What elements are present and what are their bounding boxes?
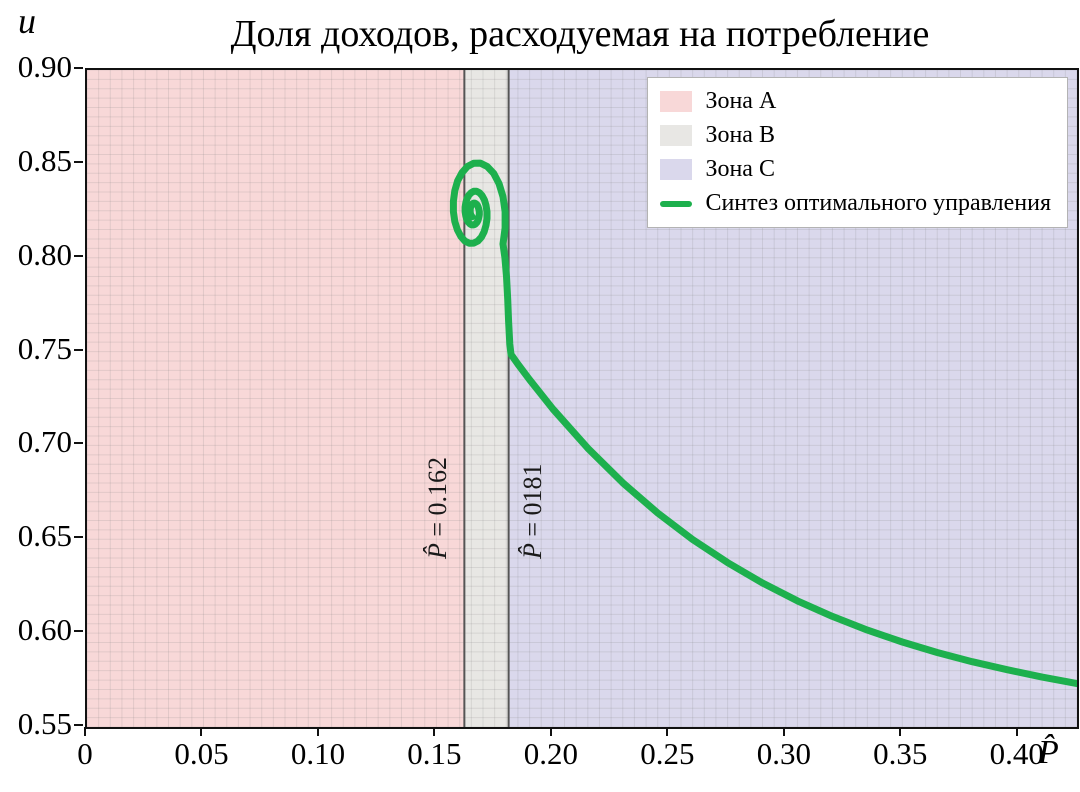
- zone-band-0: [87, 70, 465, 727]
- zone-c-swatch: [660, 159, 693, 180]
- y-tick-label: 0.85: [17, 142, 72, 178]
- y-tick-mark: [74, 536, 83, 539]
- x-tick-label: 0: [77, 736, 93, 771]
- legend-label: Синтез оптимального управления: [705, 190, 1051, 216]
- y-tick-label: 0.60: [17, 612, 72, 648]
- y-tick-label: 0.65: [17, 518, 72, 554]
- plot-area: P̂ = 0.162 P̂ = 0181 Зона A Зона B Зона …: [85, 68, 1079, 729]
- optimal-control-curve: [449, 159, 1077, 688]
- chart-canvas: [87, 70, 1077, 727]
- boundary-label-0162: P̂ = 0.162: [423, 456, 453, 559]
- y-tick-mark: [74, 630, 83, 633]
- y-tick-label: 0.80: [17, 236, 72, 272]
- y-tick-mark: [74, 254, 83, 257]
- x-axis-label: P̂: [1038, 734, 1059, 771]
- y-tick-label: 0.90: [17, 49, 72, 84]
- y-axis-label: u: [18, 1, 36, 41]
- legend-label: Зона C: [705, 156, 775, 182]
- y-tick-label: 0.70: [17, 424, 72, 460]
- x-tick-label: 0.15: [407, 736, 462, 771]
- x-tick-label: 0.25: [640, 736, 695, 771]
- p-hat-symbol: P̂: [423, 543, 453, 559]
- legend: Зона A Зона B Зона C Синтез оптимального…: [647, 77, 1068, 228]
- green-line-swatch: [660, 200, 693, 207]
- x-tick-label: 0.10: [290, 736, 346, 771]
- boundary-value-text: = 0.162: [423, 456, 453, 544]
- y-tick-mark: [74, 348, 83, 351]
- y-tick-mark: [74, 67, 83, 69]
- zone-a-swatch: [660, 91, 693, 112]
- zone-band-1: [464, 70, 509, 727]
- y-tick-label: 0.75: [17, 330, 72, 366]
- y-tick-mark: [74, 724, 83, 726]
- legend-item-synthesis: Синтез оптимального управления: [660, 190, 1051, 217]
- x-tick-label: 0.35: [873, 736, 928, 771]
- p-hat-symbol: P̂: [517, 543, 547, 559]
- legend-item-zone-c: Зона C: [660, 156, 1051, 183]
- y-tick-mark: [74, 442, 83, 445]
- boundary-label-0181: P̂ = 0181: [517, 463, 547, 559]
- x-tick-label: 0.20: [523, 736, 578, 771]
- legend-item-zone-a: Зона A: [660, 88, 1051, 115]
- x-tick-label: 0.05: [174, 736, 229, 771]
- x-tick-label: 0.30: [756, 736, 811, 771]
- legend-item-zone-b: Зона B: [660, 122, 1051, 149]
- legend-label: Зона B: [705, 122, 775, 148]
- legend-label: Зона A: [705, 88, 777, 114]
- chart-title: Доля доходов, расходуемая на потребление: [230, 13, 930, 55]
- boundary-value-text: = 0181: [517, 463, 547, 544]
- y-tick-mark: [74, 160, 83, 163]
- zone-b-swatch: [660, 125, 693, 146]
- y-tick-label: 0.55: [17, 706, 72, 741]
